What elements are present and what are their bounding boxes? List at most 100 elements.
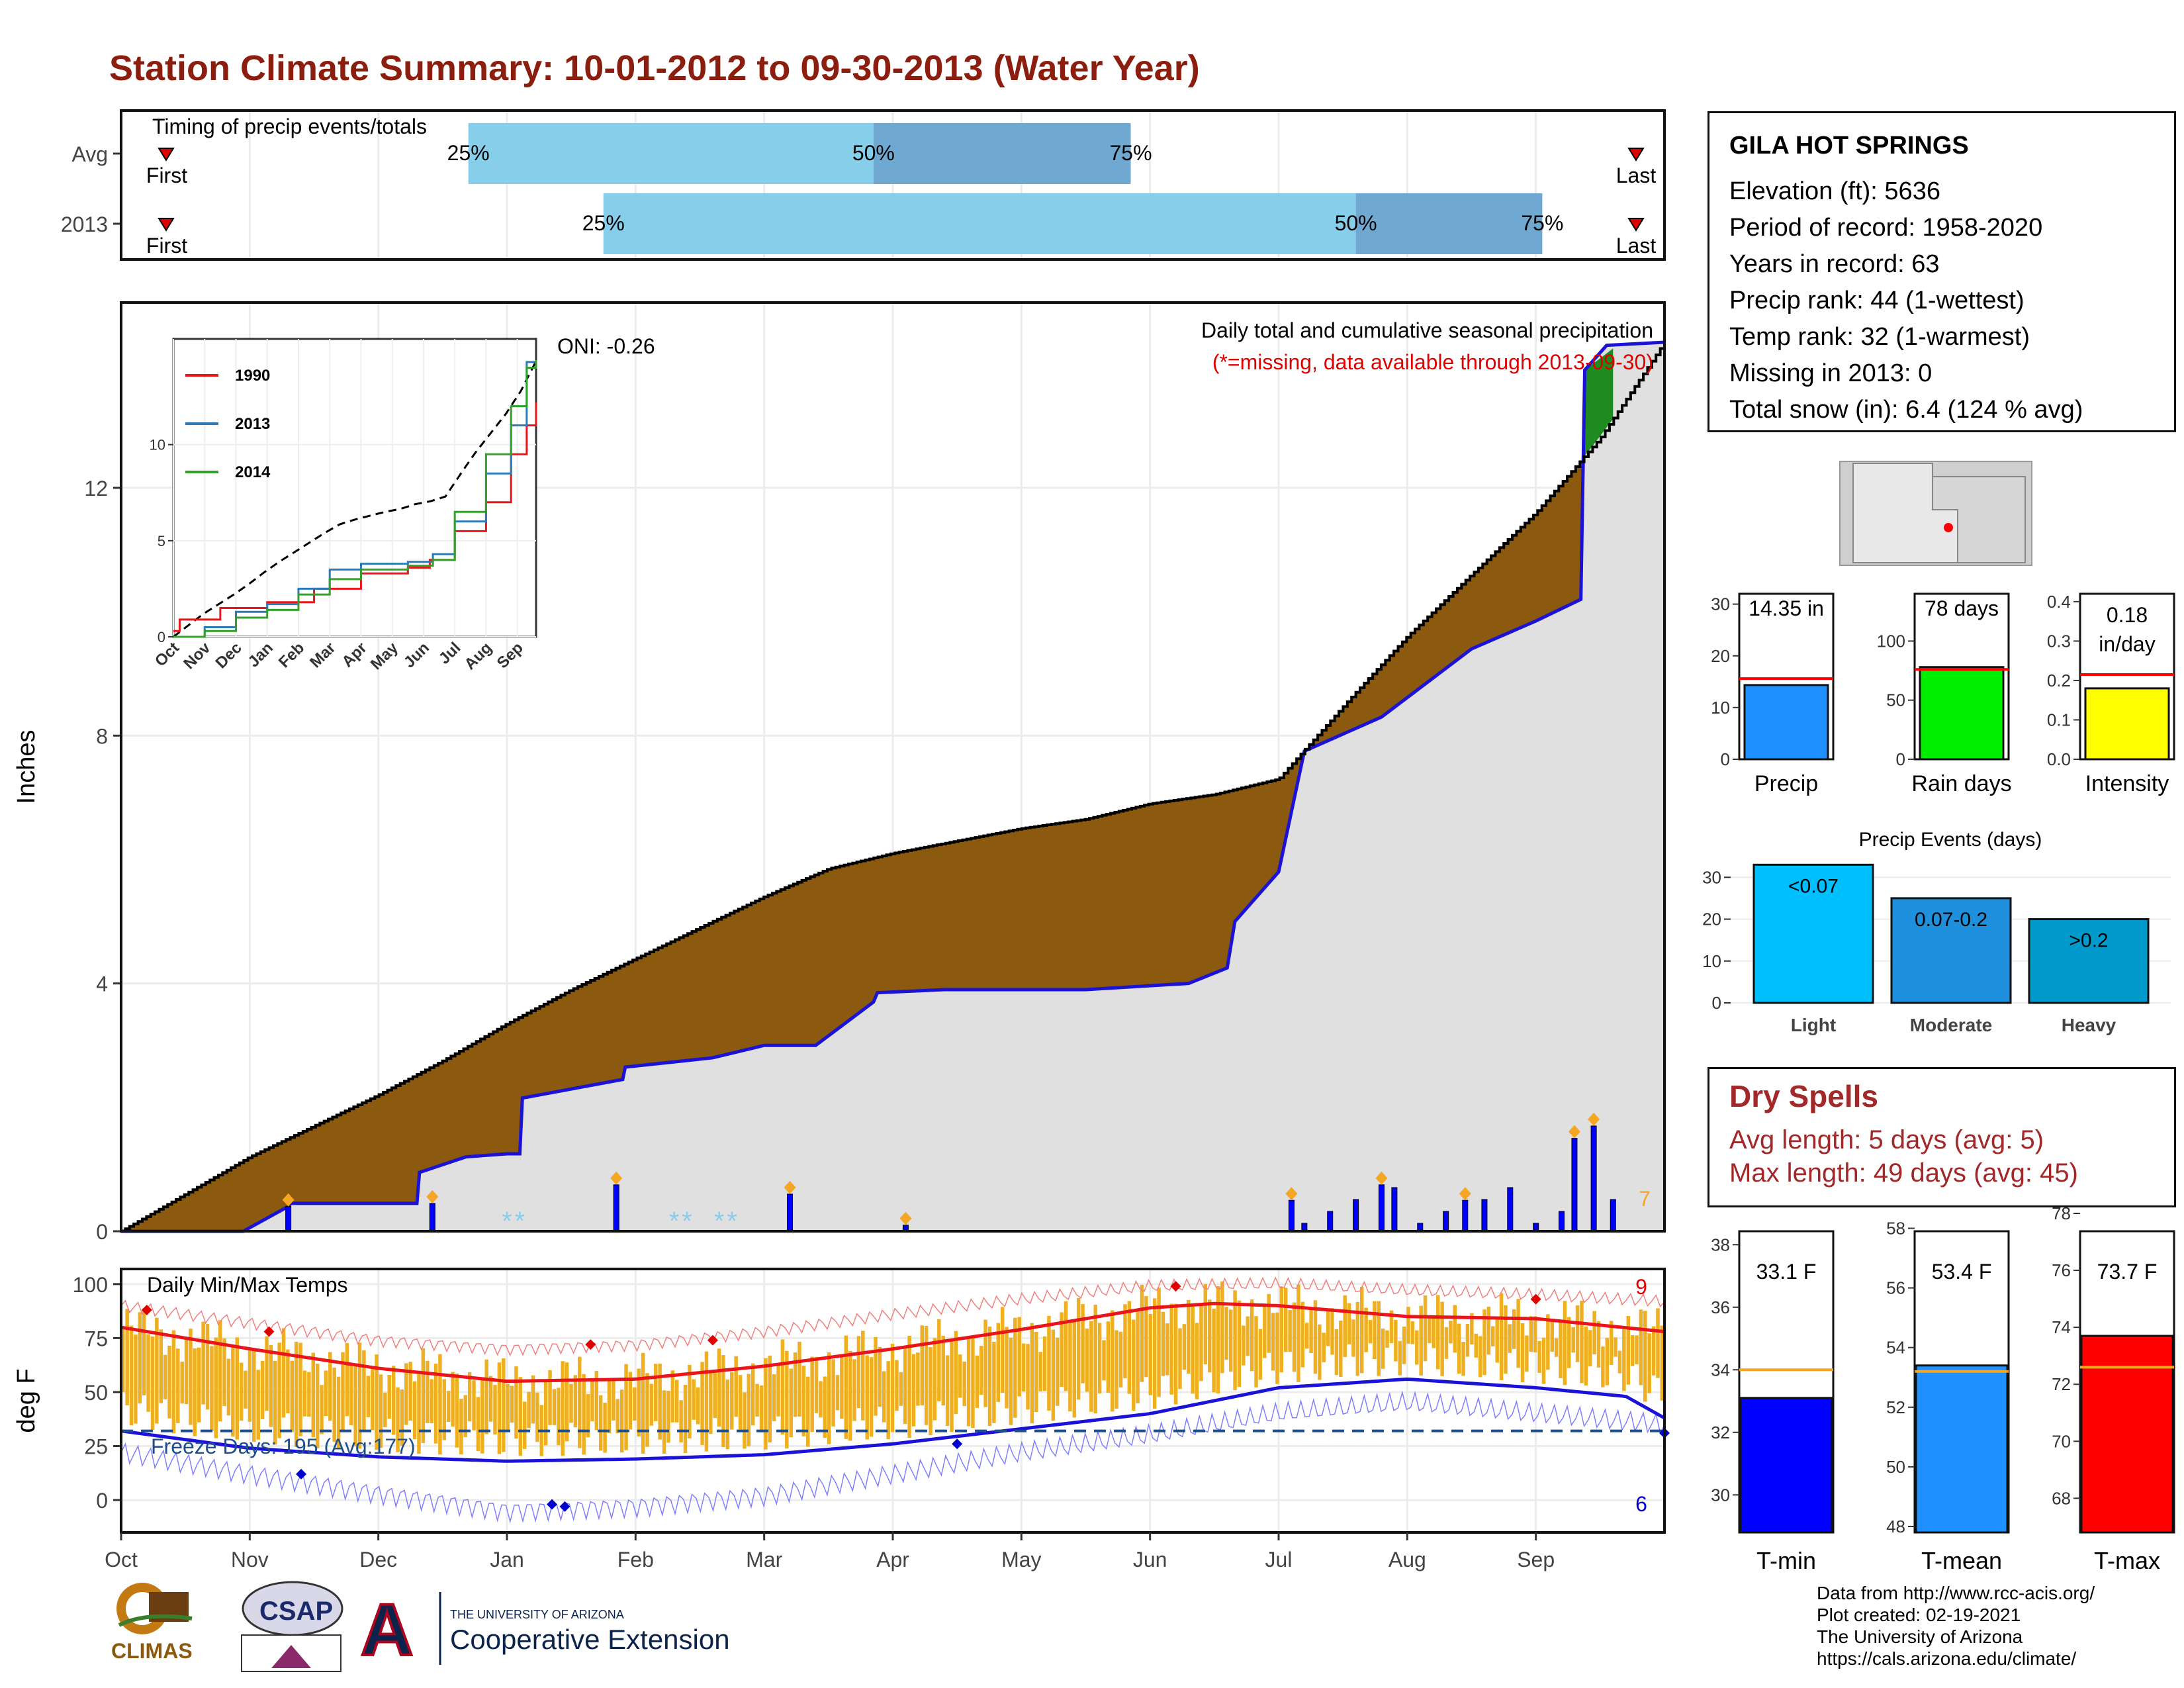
daily-precip-bar xyxy=(1327,1211,1334,1232)
large-event-marker-icon xyxy=(899,1211,912,1225)
temp-panel-title: Daily Min/Max Temps xyxy=(147,1273,347,1297)
daily-temp-bar xyxy=(1267,1293,1271,1353)
record-marker-icon xyxy=(952,1438,963,1450)
tmean-summary-ytick-label: 58 xyxy=(1886,1219,1905,1239)
daily-temp-bar xyxy=(1541,1337,1546,1384)
events-category-label: Light xyxy=(1791,1015,1836,1035)
daily-temp-bar xyxy=(1626,1316,1630,1385)
daily-temp-bar xyxy=(273,1360,277,1445)
snow-asterisk: * xyxy=(515,1207,525,1236)
large-event-marker-icon xyxy=(426,1190,439,1203)
daily-temp-bar xyxy=(1474,1333,1478,1358)
daily-temp-bar xyxy=(1529,1316,1533,1352)
daily-temp-bar xyxy=(768,1355,772,1442)
daily-temp-bar xyxy=(624,1364,628,1450)
daily-temp-bar xyxy=(1309,1308,1313,1353)
daily-temp-bar xyxy=(1444,1327,1449,1359)
daily-temp-bar xyxy=(387,1375,392,1419)
observed-cumulative-area xyxy=(121,342,1664,1231)
tmean-summary-label: T-mean xyxy=(1921,1547,2002,1574)
logos-svg: CLIMAS CSAP A THE UNIVERSITY OF ARIZONA … xyxy=(111,1581,730,1672)
station-missing: Missing in 2013: 0 xyxy=(1729,359,1933,387)
daily-temp-bar xyxy=(1415,1330,1419,1365)
daily-temp-bar xyxy=(996,1323,1001,1402)
daily-temp-bar xyxy=(709,1372,713,1434)
inset-ytick-label: 0 xyxy=(158,629,165,645)
large-event-marker-icon xyxy=(282,1193,295,1207)
daily-temp-bar xyxy=(180,1361,184,1404)
daily-temp-bar xyxy=(1228,1309,1233,1372)
daily-temp-bar xyxy=(1005,1327,1009,1409)
daily-temp-bar xyxy=(286,1349,290,1414)
daily-temp-bar xyxy=(1169,1303,1173,1395)
daily-temp-bar xyxy=(1601,1346,1605,1387)
inset-legend-label: 2013 xyxy=(235,415,270,433)
inset-avg-line xyxy=(173,360,537,638)
daily-temp-bar xyxy=(1482,1309,1486,1376)
snow-asterisk: * xyxy=(502,1207,512,1236)
daily-temp-bar xyxy=(146,1334,150,1412)
daily-temp-bar xyxy=(1554,1338,1559,1357)
daily-temp-bar xyxy=(1508,1324,1512,1353)
daily-temp-bar xyxy=(933,1338,937,1421)
record-marker-icon xyxy=(1170,1281,1181,1292)
daily-temp-bar xyxy=(713,1372,717,1419)
precip-value-label: 14.35 in xyxy=(1749,596,1824,620)
events-category-label: Heavy xyxy=(2062,1015,2116,1035)
daily-temp-bar xyxy=(357,1342,362,1449)
daily-temp-bar xyxy=(260,1360,265,1420)
daily-temp-bar xyxy=(1304,1323,1309,1349)
daily-temp-bar xyxy=(218,1320,222,1422)
daily-temp-bar xyxy=(1614,1337,1617,1357)
daily-temp-bar xyxy=(780,1339,785,1435)
daily-temp-bar xyxy=(1373,1301,1377,1360)
tmax-summary-bar xyxy=(2080,1335,2174,1534)
daily-temp-bar xyxy=(954,1331,958,1415)
daily-temp-bar xyxy=(535,1392,539,1442)
tmin-summary-bar xyxy=(1739,1397,1833,1534)
timing-p75-label: 75% xyxy=(1521,211,1563,235)
daily-temp-bar xyxy=(1051,1329,1056,1421)
daily-temp-bar xyxy=(565,1362,569,1442)
daily-temp-bar xyxy=(692,1379,696,1420)
tmax-summary-value-label: 73.7 F xyxy=(2097,1260,2158,1284)
daily-temp-bar xyxy=(442,1379,447,1440)
daily-precip-bar xyxy=(1481,1199,1488,1232)
record-high-count: 9 xyxy=(1635,1275,1647,1299)
daily-temp-bar xyxy=(412,1381,417,1440)
daily-temp-bar xyxy=(269,1344,273,1427)
daily-temp-bar xyxy=(1432,1317,1436,1348)
daily-temp-bar xyxy=(506,1383,510,1432)
above-average-area xyxy=(1584,348,1614,457)
daily-precip-bar xyxy=(1610,1199,1616,1232)
daily-temp-bar xyxy=(1263,1306,1267,1358)
intensity-summary-bar xyxy=(2084,687,2170,761)
intensity-summary-label: Intensity xyxy=(2085,771,2169,796)
events-title: Precip Events (days) xyxy=(1859,829,2042,851)
daily-temp-bar xyxy=(210,1346,214,1431)
daily-temp-bar xyxy=(1195,1323,1199,1399)
daily-temp-bar xyxy=(966,1337,971,1427)
daily-temp-bar xyxy=(801,1366,806,1436)
daily-temp-bar xyxy=(1173,1303,1178,1405)
snow-asterisk: * xyxy=(714,1207,725,1236)
raindays-summary-label: Rain days xyxy=(1911,771,2011,796)
daily-temp-bar xyxy=(806,1376,810,1447)
daily-temp-bar xyxy=(789,1368,793,1438)
daily-temp-bar xyxy=(1609,1321,1614,1366)
month-tick-label: Feb xyxy=(617,1548,654,1571)
daily-temp-bar xyxy=(362,1350,366,1430)
timing-row-label: 2013 xyxy=(61,212,108,236)
daily-temp-bar xyxy=(1283,1288,1288,1352)
daily-temp-bar xyxy=(1233,1290,1237,1391)
daily-temp-bar xyxy=(1571,1327,1575,1353)
logos-row: CLIMAS CSAP A THE UNIVERSITY OF ARIZONA … xyxy=(106,1579,768,1681)
daily-temp-bar xyxy=(134,1335,138,1424)
daily-temp-bar xyxy=(159,1329,163,1403)
daily-temp-bar xyxy=(895,1360,899,1411)
daily-temp-bar xyxy=(911,1354,916,1427)
events-bar xyxy=(2028,918,2150,1004)
temp-ytick-label: 50 xyxy=(84,1381,108,1405)
daily-temp-bar xyxy=(641,1352,645,1454)
daily-temp-bar xyxy=(121,1327,125,1392)
